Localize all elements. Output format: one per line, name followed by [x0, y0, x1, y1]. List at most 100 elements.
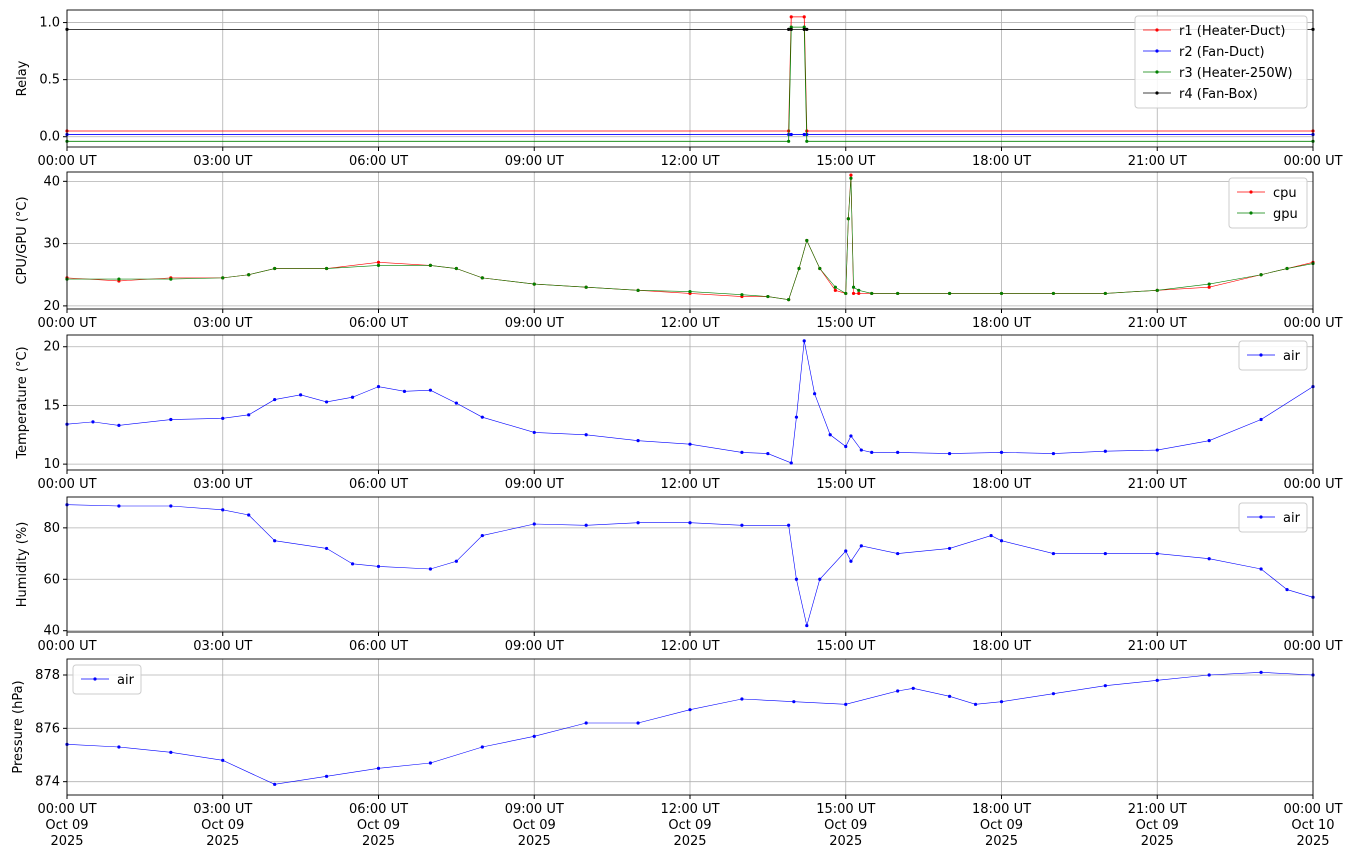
legend-label: air [1283, 349, 1301, 364]
x-tick-label: 03:00 UT [193, 477, 252, 492]
point [947, 291, 952, 296]
point [1207, 282, 1211, 286]
point [818, 266, 822, 271]
point [376, 385, 381, 389]
point [584, 285, 588, 289]
point [792, 700, 796, 704]
point [844, 702, 848, 706]
point [813, 392, 817, 396]
point [789, 461, 793, 465]
x-tick-label: 00:00 UT [1283, 477, 1342, 492]
point [805, 623, 809, 628]
x-tick-label: 06:00 UT [349, 639, 408, 654]
legend-marker [1155, 49, 1159, 53]
point [480, 533, 484, 538]
legend-box [1134, 15, 1308, 109]
point [1285, 266, 1289, 271]
point [636, 288, 640, 292]
x-tick-label: 21:00 UT [1128, 639, 1187, 654]
point [1051, 451, 1056, 456]
x-tick-label: 03:00 UT [193, 639, 252, 654]
point [1207, 285, 1211, 289]
x-tick-label: 03:00 UT Oct 09 2025 [193, 802, 252, 849]
point [1207, 557, 1211, 561]
point [169, 504, 173, 508]
x-tick-label: 09:00 UT [505, 316, 564, 331]
y-axis-label: Pressure (hPa) [11, 680, 26, 773]
point [1103, 291, 1107, 296]
point [794, 577, 799, 581]
point [789, 25, 793, 29]
x-tick-label: 15:00 UT Oct 09 2025 [816, 802, 875, 849]
y-tick-label: 80 [43, 521, 60, 536]
point [428, 263, 433, 268]
point [688, 708, 692, 712]
y-tick-label: 874 [35, 775, 60, 790]
point [851, 285, 856, 289]
point [789, 15, 793, 19]
point [324, 546, 329, 551]
point [273, 782, 277, 786]
legend-label: cpu [1273, 186, 1297, 201]
point [947, 546, 952, 551]
legend-marker [1259, 515, 1263, 519]
y-tick-label: 20 [43, 299, 60, 314]
point [789, 27, 793, 32]
point [1259, 670, 1263, 674]
point [805, 238, 809, 243]
x-tick-label: 18:00 UT [972, 477, 1031, 492]
point [797, 266, 801, 271]
point [740, 450, 744, 454]
series-line [67, 178, 1314, 300]
y-tick-label: 0.0 [39, 130, 60, 145]
y-tick-label: 10 [43, 457, 60, 472]
legend-marker [1155, 91, 1159, 95]
y-tick-label: 40 [43, 174, 60, 189]
legend-marker [1259, 353, 1263, 357]
point [849, 559, 853, 563]
x-tick-label: 06:00 UT [349, 154, 408, 169]
point [896, 291, 900, 296]
point [766, 294, 770, 299]
point [1155, 678, 1159, 682]
legend-label: gpu [1273, 207, 1298, 222]
x-tick-label: 12:00 UT [660, 154, 719, 169]
point [896, 551, 900, 556]
y-axis-label: Relay [15, 60, 30, 96]
x-tick-label: 09:00 UT Oct 09 2025 [505, 802, 564, 849]
point [117, 745, 121, 749]
point [584, 523, 588, 527]
x-tick-label: 12:00 UT Oct 09 2025 [660, 802, 719, 849]
y-tick-label: 0.5 [39, 73, 60, 88]
x-tick-label: 18:00 UT [972, 316, 1031, 331]
point [857, 291, 861, 296]
legend-box [1238, 502, 1308, 533]
x-tick-label: 21:00 UT [1128, 316, 1187, 331]
point [636, 521, 640, 525]
point [480, 276, 484, 280]
point [818, 577, 822, 581]
point [870, 291, 874, 296]
point [247, 273, 251, 277]
point [532, 282, 536, 286]
x-tick-label: 18:00 UT Oct 09 2025 [972, 802, 1031, 849]
point [1259, 273, 1263, 277]
point [273, 539, 277, 543]
x-tick-label: 12:00 UT [660, 316, 719, 331]
point [740, 523, 744, 527]
point [324, 400, 329, 404]
y-tick-label: 40 [43, 624, 60, 639]
point [454, 266, 458, 271]
x-tick-label: 00:00 UT [1283, 316, 1342, 331]
point [221, 508, 225, 512]
point [1051, 551, 1056, 556]
point [91, 420, 95, 424]
point [896, 689, 900, 693]
point [805, 27, 809, 32]
point [859, 448, 863, 452]
point [1285, 587, 1289, 592]
point [802, 132, 806, 137]
point [1051, 692, 1056, 696]
y-tick-label: 878 [35, 668, 60, 683]
point [584, 721, 588, 725]
